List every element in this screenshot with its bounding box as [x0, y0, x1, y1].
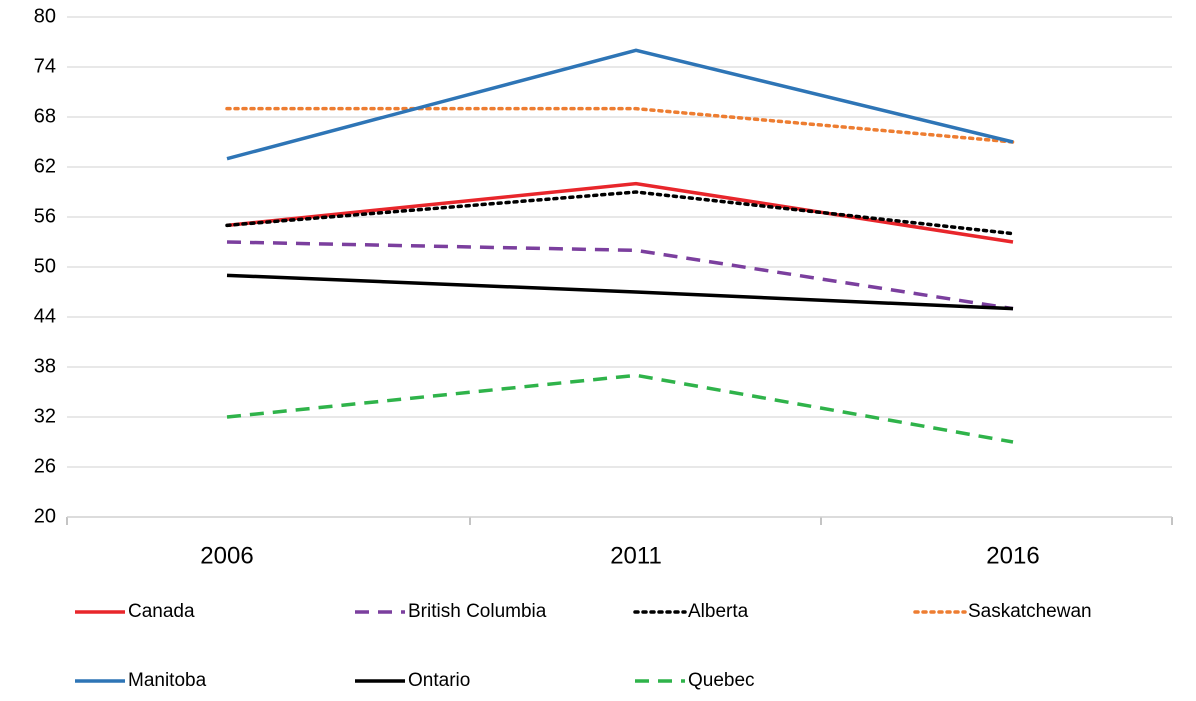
y-tick-label: 50	[34, 255, 56, 277]
y-tick-label: 20	[34, 505, 56, 527]
legend-label: Ontario	[408, 670, 470, 691]
x-tick-label: 2006	[200, 542, 253, 569]
legend-label: Canada	[128, 601, 195, 622]
series-line	[226, 273, 1014, 311]
y-tick-label: 56	[34, 205, 56, 227]
y-tick-label: 26	[34, 455, 56, 477]
series-line	[225, 190, 1015, 236]
y-tick-label: 68	[34, 105, 56, 127]
y-tick-label: 74	[34, 55, 56, 77]
series-line	[226, 240, 1014, 311]
series-line	[226, 48, 1014, 161]
legend-label: Manitoba	[128, 670, 207, 691]
legend-label: Alberta	[688, 601, 749, 622]
y-tick-label: 38	[34, 355, 56, 377]
legend-label: British Columbia	[408, 601, 547, 622]
y-tick-label: 80	[34, 5, 56, 27]
series-line	[225, 106, 1015, 144]
series-line	[226, 181, 1014, 244]
x-tick-label: 2011	[610, 542, 662, 569]
legend-label: Saskatchewan	[968, 601, 1092, 622]
legend-label: Quebec	[688, 670, 755, 691]
series-line	[226, 373, 1014, 444]
y-tick-label: 44	[34, 305, 56, 327]
y-tick-label: 62	[34, 155, 56, 177]
x-tick-label: 2016	[986, 542, 1039, 569]
y-tick-label: 32	[34, 405, 56, 427]
